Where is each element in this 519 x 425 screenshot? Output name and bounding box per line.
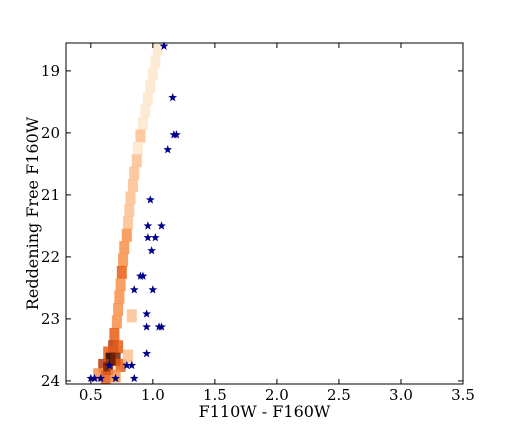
star-point — [127, 360, 137, 370]
star-point — [96, 373, 106, 383]
density-cell — [93, 368, 104, 382]
star-point — [90, 373, 99, 383]
x-tick-label: 0.5 — [79, 386, 103, 404]
star-point — [142, 322, 152, 331]
density-cell — [129, 166, 140, 180]
star-point — [143, 221, 153, 230]
density-cell — [152, 42, 163, 56]
density-cell — [142, 92, 153, 106]
density-cell — [131, 154, 142, 168]
density-cell — [100, 371, 111, 385]
star-point — [86, 373, 96, 383]
star-point — [122, 360, 132, 370]
density-cell — [115, 278, 126, 292]
density-cell — [150, 55, 161, 69]
density-cell — [121, 228, 132, 242]
star-point — [142, 349, 152, 358]
y-tick-label: 22 — [41, 248, 60, 266]
star-point — [163, 145, 173, 154]
y-axis: 19 20 21 22 23 24 — [41, 62, 463, 390]
y-tick-label: 23 — [41, 310, 60, 328]
star-layer — [86, 41, 181, 383]
density-cell — [147, 67, 158, 81]
star-point — [105, 360, 114, 370]
star-point — [147, 246, 156, 255]
y-axis-label: Reddening Free F160W — [23, 116, 42, 310]
star-point — [129, 373, 139, 383]
x-tick-label: 2.5 — [327, 386, 351, 404]
star-point — [143, 233, 153, 242]
x-tick-label: 2.0 — [265, 386, 289, 404]
density-cell — [116, 265, 127, 279]
density-cell — [137, 117, 148, 131]
star-point — [111, 373, 120, 383]
density-cell — [123, 349, 134, 363]
star-point — [150, 233, 160, 242]
density-cell — [115, 358, 126, 372]
x-tick-label: 1.0 — [141, 386, 165, 404]
x-tick-label: 3.5 — [451, 386, 475, 404]
star-point — [138, 271, 148, 280]
density-layer — [93, 42, 163, 385]
density-cell — [127, 179, 138, 193]
x-tick-label: 1.5 — [203, 386, 227, 404]
density-cell — [103, 362, 114, 375]
star-point — [159, 41, 169, 50]
density-cell — [125, 191, 136, 205]
star-point — [145, 195, 155, 204]
y-tick-label: 21 — [41, 186, 60, 204]
density-cell — [145, 79, 156, 93]
density-cell — [135, 129, 146, 143]
y-tick-label: 20 — [41, 124, 60, 142]
star-point — [142, 309, 152, 318]
density-cell — [111, 315, 122, 329]
density-cell — [132, 141, 143, 155]
star-point — [168, 92, 178, 102]
density-cell — [113, 303, 124, 317]
density-cell — [140, 104, 151, 118]
star-point — [148, 285, 158, 294]
density-cell — [109, 327, 120, 341]
density-cell — [118, 253, 129, 267]
y-tick-label: 19 — [41, 62, 60, 80]
star-point — [129, 285, 139, 294]
x-tick-label: 3.0 — [389, 386, 413, 404]
x-axis: 0.5 1.0 1.5 2.0 2.5 3.0 3.5 — [79, 43, 475, 404]
density-cell — [126, 309, 137, 323]
density-cell — [114, 290, 125, 304]
star-point — [172, 130, 181, 139]
density-cell — [124, 203, 135, 217]
density-cell — [123, 216, 134, 230]
plot-frame — [65, 42, 464, 385]
density-cell — [119, 241, 130, 255]
x-axis-label: F110W - F160W — [199, 402, 331, 421]
y-tick-label: 24 — [41, 372, 60, 390]
star-point — [157, 221, 166, 230]
density-cell — [113, 340, 124, 354]
star-point — [157, 322, 166, 331]
